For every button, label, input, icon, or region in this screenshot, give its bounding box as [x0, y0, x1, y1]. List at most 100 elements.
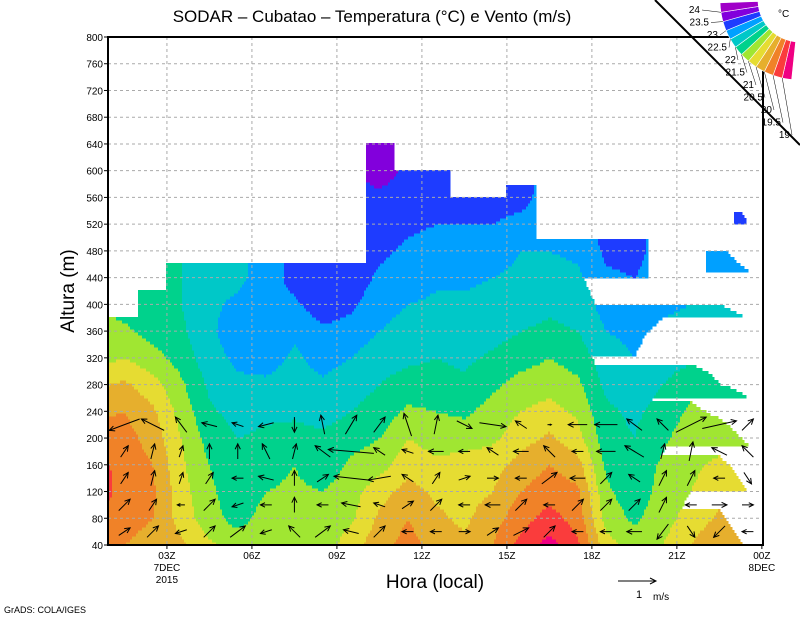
heatmap-cell [216, 407, 355, 411]
heatmap-cell [150, 341, 191, 345]
heatmap-cell [638, 269, 649, 273]
heatmap-cell [262, 497, 361, 501]
heatmap-cell [344, 530, 371, 534]
heatmap-cell [168, 395, 189, 399]
heatmap-cell [366, 152, 395, 156]
heatmap-cell [388, 182, 451, 186]
wind-arrow [174, 416, 188, 433]
heatmap-cell [588, 533, 599, 537]
heatmap-cell [186, 383, 207, 387]
wind-arrow [486, 447, 499, 456]
heatmap-cell [636, 275, 649, 279]
heatmap-cell [216, 491, 267, 495]
heatmap-cell [602, 452, 663, 456]
heatmap-cell [168, 455, 185, 459]
heatmap-cell [506, 188, 535, 192]
wind-scale-unit: m/s [653, 592, 669, 603]
heatmap-cell [482, 281, 587, 285]
heatmap-cell [284, 275, 373, 279]
heatmap-cell [284, 263, 381, 267]
heatmap-cell [656, 470, 701, 474]
heatmap-cell [692, 485, 745, 489]
colorbar-swatch [719, 1, 759, 13]
colorbar-label: 22 [725, 55, 737, 66]
heatmap-cell [686, 407, 701, 411]
heatmap-cell [510, 377, 581, 381]
heatmap-cell [418, 536, 497, 540]
heatmap-cell [704, 527, 733, 531]
heatmap-cell [660, 455, 719, 459]
heatmap-cell [514, 416, 577, 420]
heatmap-cell [446, 512, 475, 516]
heatmap-cell [400, 449, 429, 453]
heatmap-cell [458, 524, 469, 528]
heatmap-cell [502, 470, 543, 474]
heatmap-cell [674, 521, 709, 525]
heatmap-cell [570, 479, 587, 483]
wind-arrow [743, 472, 752, 485]
heatmap-cell [434, 224, 537, 228]
heatmap-cell [182, 443, 205, 447]
colorbar-unit: °C [778, 9, 789, 20]
heatmap-cell [604, 323, 657, 327]
heatmap-cell [656, 392, 743, 396]
heatmap-cell [140, 365, 175, 369]
heatmap-cell [374, 440, 407, 444]
heatmap-cell [596, 428, 631, 432]
wind-arrowhead [322, 473, 330, 480]
heatmap-cell [578, 539, 589, 543]
heatmap-cell [706, 269, 749, 273]
heatmap-cell [312, 485, 329, 489]
heatmap-cell [412, 479, 499, 483]
heatmap-cell [416, 533, 497, 537]
heatmap-cell [108, 515, 155, 519]
heatmap-cell [172, 497, 193, 501]
wind-arrow [260, 529, 272, 535]
heatmap-cell [170, 479, 189, 483]
heatmap-cell [632, 431, 637, 435]
wind-arrowhead [332, 473, 340, 480]
heatmap-cell [108, 317, 117, 321]
heatmap-cell [108, 374, 155, 378]
heatmap-cell [108, 470, 113, 474]
heatmap-cell [352, 521, 375, 525]
wind-arrow [314, 445, 331, 458]
colorbar-label: 23.5 [690, 18, 710, 29]
heatmap-cell [338, 365, 409, 369]
heatmap-cell [280, 482, 307, 486]
heatmap-cell [644, 410, 685, 414]
heatmap-cell [412, 524, 459, 528]
heatmap-cell [168, 464, 187, 468]
heatmap-cell [514, 374, 579, 378]
heatmap-cell [296, 467, 343, 471]
heatmap-cell [174, 407, 193, 411]
heatmap-cell [498, 527, 525, 531]
heatmap-cell [600, 314, 669, 318]
wind-arrow [178, 472, 184, 485]
heatmap-cell [568, 368, 597, 372]
heatmap-cell [382, 380, 507, 384]
heatmap-cell [154, 476, 171, 480]
heatmap-cell [360, 347, 495, 351]
heatmap-cell [426, 296, 593, 300]
heatmap-cell [158, 347, 193, 351]
colorbar-leader [728, 39, 731, 48]
heatmap-cell [248, 263, 285, 267]
heatmap-cell [500, 437, 541, 441]
wind-arrow [401, 500, 414, 510]
heatmap-cell [342, 362, 421, 366]
heatmap-cell [184, 458, 209, 462]
heatmap-cell [518, 371, 573, 375]
heatmap-cell [490, 395, 587, 399]
gridlines [108, 37, 763, 545]
heatmap-cell [304, 356, 353, 360]
heatmap-cell [604, 389, 659, 393]
heatmap-cell [276, 485, 313, 489]
heatmap-cell [560, 440, 585, 444]
heatmap-cell [158, 413, 175, 417]
heatmap-cell [170, 401, 191, 405]
wind-arrowhead [567, 421, 574, 428]
heatmap-cell [546, 467, 555, 471]
heatmap-cell [246, 278, 285, 282]
heatmap-cell [406, 479, 413, 483]
